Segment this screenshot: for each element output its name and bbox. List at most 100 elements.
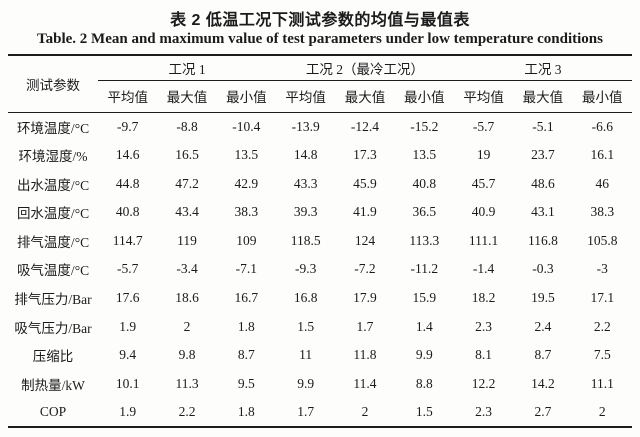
group-header-condition-1: 工况 1 <box>98 55 276 81</box>
value-cell: 17.6 <box>115 290 140 306</box>
value-cell: -5.7 <box>472 118 495 134</box>
value-cell: -3 <box>596 261 608 277</box>
value-cell: 47.2 <box>175 175 199 191</box>
value-cell: -5.7 <box>117 261 139 277</box>
value-cell: 1.4 <box>415 318 433 334</box>
value-cell: 40.8 <box>115 204 140 220</box>
table-caption-zh: 表 2 低温工况下测试参数的均值与最值表 <box>170 12 470 29</box>
param-label: 制热量/kW <box>21 377 85 393</box>
value-cell: 1.7 <box>356 318 374 334</box>
value-cell: 11.8 <box>353 347 377 363</box>
value-cell: -13.9 <box>291 118 320 134</box>
table-body: 环境温度/°C -9.7 -8.8 -10.4 -13.9 -12.4 -15.2 -5.7… <box>8 112 632 427</box>
sub-header-min-3: 最小值 <box>572 80 632 113</box>
value-cell: 111.1 <box>468 232 499 248</box>
value-cell: 19.5 <box>531 290 555 306</box>
sub-header-row: 平均值 最大值 最小值 平均值 最大值 最小值 平均值 最大值 最小值 <box>8 80 632 113</box>
table-row: 排气温度/°C 114.7 119 109 118.5 124 113.3 111.1 116… <box>8 227 632 256</box>
param-label: 回水温度/°C <box>16 206 90 222</box>
param-label: 排气压力/Bar <box>14 292 92 308</box>
value-cell: 12.2 <box>471 375 496 391</box>
value-cell: 42.9 <box>234 175 259 191</box>
param-label: COP <box>39 404 67 420</box>
table-row: 压缩比 9.4 9.8 8.7 11 11.8 9.9 8.1 8.7 7.5 <box>8 341 632 370</box>
value-cell: 1.9 <box>119 318 137 334</box>
sub-header-max-2: 最大值 <box>335 80 395 113</box>
value-cell: -3.4 <box>176 261 198 277</box>
value-cell: 11.4 <box>353 375 377 391</box>
value-cell: 7.5 <box>593 347 611 363</box>
value-cell: 2.4 <box>534 318 552 334</box>
sub-header-mean-2: 平均值 <box>275 80 336 113</box>
sub-header-min-1: 最小值 <box>216 80 276 113</box>
value-cell: 11.1 <box>590 375 614 391</box>
value-cell: 43.4 <box>175 204 199 220</box>
value-cell: 2 <box>361 404 369 420</box>
value-cell: 118.5 <box>290 232 321 248</box>
value-cell: 2 <box>598 404 606 420</box>
value-cell: 41.9 <box>353 204 377 220</box>
table-row: 环境温度/°C -9.7 -8.8 -10.4 -13.9 -12.4 -15.2 -5.7… <box>8 112 632 141</box>
value-cell: 14.8 <box>293 146 318 162</box>
table-row: 环境湿度/% 14.6 16.5 13.5 14.8 17.3 13.5 19 23.7 16.… <box>8 141 632 170</box>
value-cell: -5.1 <box>532 118 554 134</box>
value-cell: 8.1 <box>475 347 493 363</box>
value-cell: 38.3 <box>590 204 615 220</box>
value-cell: -1.4 <box>472 261 495 277</box>
value-cell: 2.3 <box>475 404 493 420</box>
value-cell: 39.3 <box>293 204 318 220</box>
value-cell: 17.1 <box>590 290 615 306</box>
table-row: 吸气温度/°C -5.7 -3.4 -7.1 -9.3 -7.2 -11.2 -1.4 -0.… <box>8 255 632 284</box>
table-row: 排气压力/Bar 17.6 18.6 16.7 16.8 17.9 15.9 18.2 19.… <box>8 284 632 313</box>
value-cell: 2.2 <box>593 318 611 334</box>
value-cell: 109 <box>236 232 257 248</box>
value-cell: 114.7 <box>112 232 143 248</box>
value-cell: 40.9 <box>471 204 496 220</box>
value-cell: 45.7 <box>471 175 496 191</box>
param-label: 吸气压力/Bar <box>14 320 92 336</box>
value-cell: 16.5 <box>175 146 199 162</box>
value-cell: 1.8 <box>237 404 255 420</box>
value-cell: 48.6 <box>531 175 555 191</box>
value-cell: 2 <box>183 318 191 334</box>
value-cell: 16.7 <box>234 290 259 306</box>
value-cell: 38.3 <box>234 204 259 220</box>
group-header-condition-3: 工况 3 <box>453 55 632 81</box>
param-label: 吸气温度/°C <box>16 263 90 279</box>
value-cell: 13.5 <box>234 146 259 162</box>
value-cell: 36.5 <box>412 204 437 220</box>
value-cell: 9.4 <box>119 347 137 363</box>
table-row: 回水温度/°C 40.8 43.4 38.3 39.3 41.9 36.5 40.9 43.1… <box>8 198 632 227</box>
table-caption-en: Table. 2 Mean and maximum value of test … <box>37 31 603 47</box>
value-cell: 2.7 <box>534 404 552 420</box>
table-row: 吸气压力/Bar 1.9 2 1.8 1.5 1.7 1.4 2.3 2.4 2.2 <box>8 312 632 341</box>
value-cell: -9.7 <box>117 118 139 134</box>
value-cell: 1.9 <box>119 404 137 420</box>
value-cell: 13.5 <box>412 146 437 162</box>
param-label: 压缩比 <box>32 349 74 365</box>
group-header-condition-2: 工况 2（最冷工况） <box>275 55 454 81</box>
param-label: 排气温度/°C <box>16 234 90 250</box>
value-cell: -15.2 <box>410 118 439 134</box>
param-column-header: 测试参数 <box>8 55 99 113</box>
value-cell: 14.2 <box>531 375 555 391</box>
value-cell: 9.5 <box>237 375 255 391</box>
value-cell: 9.9 <box>297 375 315 391</box>
group-header-row: 测试参数 工况 1 工况 2（最冷工况） 工况 3 <box>8 55 632 113</box>
value-cell: -11.2 <box>410 261 439 277</box>
value-cell: 14.6 <box>115 146 140 162</box>
value-cell: 2.3 <box>475 318 493 334</box>
value-cell: 9.8 <box>178 347 196 363</box>
value-cell: -10.4 <box>232 118 261 134</box>
param-label: 环境湿度/% <box>18 148 88 164</box>
value-cell: 2.2 <box>178 404 196 420</box>
table-row: COP 1.9 2.2 1.8 1.7 2 1.5 2.3 2.7 2 <box>8 398 632 427</box>
value-cell: 11.3 <box>175 375 199 391</box>
value-cell: -6.6 <box>591 118 613 134</box>
value-cell: 18.6 <box>175 290 199 306</box>
value-cell: 43.3 <box>293 175 318 191</box>
value-cell: 44.8 <box>115 175 140 191</box>
param-label: 出水温度/°C <box>16 177 90 193</box>
value-cell: -7.2 <box>354 261 376 277</box>
